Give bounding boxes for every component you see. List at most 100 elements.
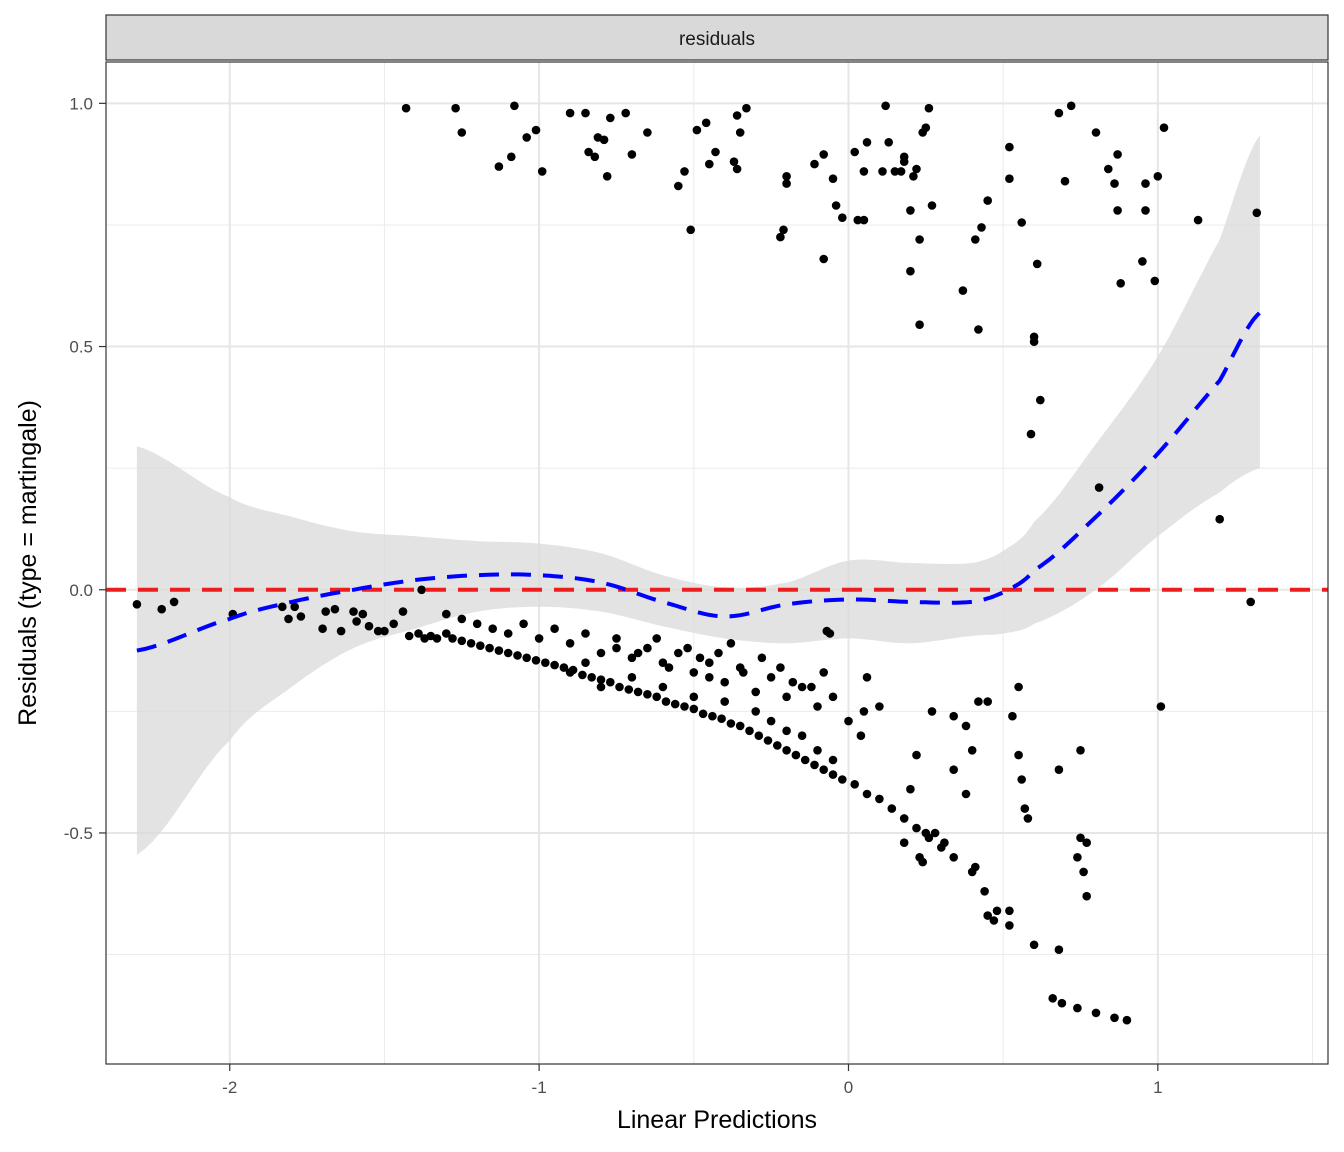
residual-point	[899, 814, 909, 823]
residual-point	[507, 152, 516, 162]
residual-point	[615, 682, 624, 692]
residual-point	[782, 726, 791, 736]
residual-point	[1141, 179, 1150, 188]
residual-point	[949, 853, 958, 862]
residual-point	[1054, 108, 1064, 118]
residual-point	[751, 687, 760, 697]
residual-point	[1116, 279, 1125, 288]
residual-point	[1036, 395, 1045, 405]
residual-point	[602, 172, 612, 181]
residual-point	[1073, 853, 1082, 862]
residual-point	[983, 911, 992, 920]
residual-point	[1193, 215, 1203, 225]
residual-point	[1005, 142, 1014, 152]
residual-point	[875, 794, 884, 804]
residual-point	[782, 179, 791, 188]
residual-point	[878, 167, 887, 176]
residual-point	[633, 687, 643, 697]
residual-point	[1048, 994, 1057, 1003]
x-axis: -2 -1 0 1	[222, 1064, 1163, 1097]
residual-point	[485, 643, 494, 653]
residual-point	[850, 780, 859, 789]
residual-point	[606, 677, 615, 687]
residual-point	[906, 266, 915, 276]
residual-point	[974, 697, 983, 706]
residual-point	[658, 682, 668, 692]
residual-point	[624, 685, 634, 694]
residual-point	[813, 746, 822, 755]
residual-point	[1005, 906, 1014, 916]
residual-point	[1054, 765, 1064, 774]
residual-point	[627, 653, 637, 663]
residual-point	[912, 823, 921, 833]
residual-point	[330, 604, 340, 614]
residual-point	[457, 636, 467, 646]
residual-point	[822, 626, 832, 636]
residual-point	[729, 157, 739, 166]
residual-point	[1020, 804, 1030, 813]
residual-point	[742, 103, 751, 113]
residual-point	[739, 668, 748, 677]
residual-point	[971, 235, 980, 244]
residual-point	[890, 167, 900, 176]
residual-point	[565, 639, 575, 648]
residual-point	[414, 629, 423, 638]
residual-point	[1060, 176, 1070, 186]
residual-point	[442, 609, 451, 619]
residual-point	[1153, 172, 1163, 181]
residual-point	[927, 201, 937, 210]
residual-point	[906, 206, 915, 215]
residual-point	[380, 626, 389, 636]
residual-point	[559, 663, 569, 672]
residual-point	[349, 607, 358, 616]
residual-point	[550, 624, 559, 633]
residual-point	[1113, 206, 1122, 215]
residual-point	[1076, 746, 1085, 755]
residual-point	[157, 604, 166, 614]
facet-strip-label: residuals	[679, 29, 755, 50]
residual-point	[992, 906, 1002, 916]
residual-point	[612, 634, 621, 643]
residual-point	[581, 658, 590, 667]
residual-point	[819, 150, 828, 159]
residual-point	[364, 621, 374, 631]
residual-point	[899, 152, 909, 162]
residual-point	[720, 697, 729, 706]
residual-point	[708, 711, 717, 721]
residual-point	[714, 648, 723, 658]
residual-point	[698, 709, 708, 719]
residual-point	[1104, 164, 1113, 174]
residual-point	[909, 172, 918, 181]
residual-point	[961, 721, 971, 731]
residual-point	[664, 663, 674, 672]
residual-point	[813, 702, 822, 711]
residual-point	[732, 164, 742, 174]
residual-point	[862, 673, 872, 682]
residual-point	[658, 658, 668, 667]
residual-point	[776, 663, 785, 672]
residual-point	[705, 159, 714, 169]
residual-point	[531, 656, 541, 665]
residual-point	[838, 775, 847, 784]
residual-point	[358, 609, 368, 619]
residual-point	[683, 643, 692, 653]
residual-point	[717, 714, 726, 723]
residual-point	[692, 125, 702, 135]
major-gridlines	[106, 62, 1328, 1064]
residual-point	[859, 215, 869, 225]
residual-point	[466, 639, 476, 648]
residual-point	[680, 702, 689, 711]
x-axis-title: Linear Predictions	[617, 1106, 817, 1134]
residual-point	[401, 103, 411, 113]
residual-point	[912, 750, 921, 760]
residual-point	[949, 711, 958, 721]
residual-point	[680, 167, 689, 176]
residual-point	[896, 167, 906, 176]
residual-point	[828, 755, 838, 765]
residual-point	[606, 113, 615, 123]
residual-point	[1122, 1015, 1132, 1025]
y-tick-label: -0.5	[64, 824, 93, 843]
residual-point	[977, 223, 986, 232]
residual-point	[578, 670, 587, 680]
